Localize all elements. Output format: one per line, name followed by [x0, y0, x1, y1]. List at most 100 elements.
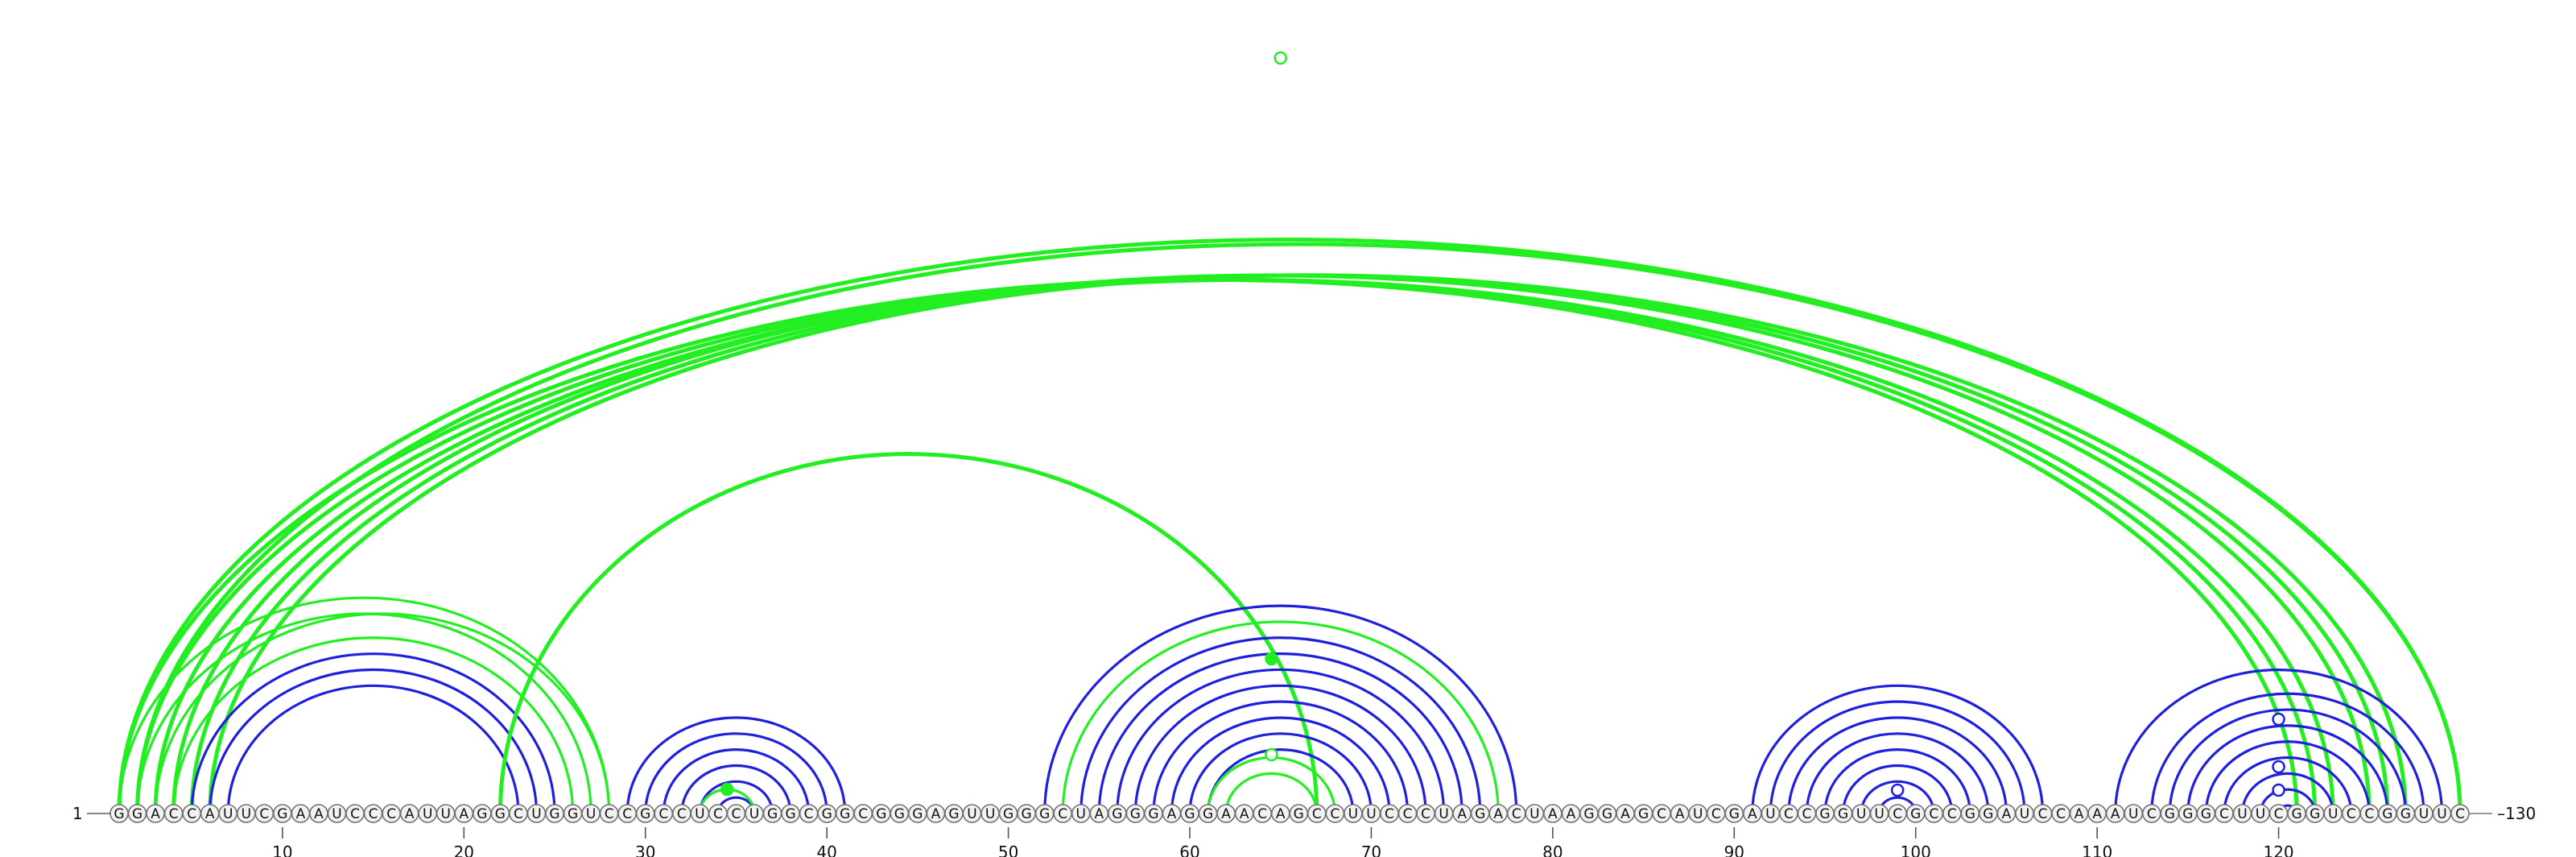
nucleotide-letter: G — [1475, 806, 1485, 822]
nucleotide-letter: G — [114, 806, 124, 822]
nucleotide-letter: U — [2256, 806, 2265, 822]
base-pair-arc — [118, 597, 611, 814]
nucleotide-letter: A — [2002, 806, 2012, 822]
nucleotide-letter: A — [2074, 806, 2084, 822]
nucleotide-letter: C — [1421, 806, 1430, 822]
tick-label: 110 — [2082, 843, 2112, 857]
nucleotide-letter: C — [1711, 806, 1721, 822]
nucleotide-letter: U — [586, 806, 596, 822]
nucleotide-letter: G — [640, 806, 650, 822]
nucleotide-letter: C — [677, 806, 687, 822]
nucleotide-letter: C — [1657, 806, 1666, 822]
base-pair-arc — [1061, 621, 1500, 814]
nucleotide-letter: C — [1512, 806, 1521, 822]
tick-label: 60 — [1179, 843, 1199, 857]
nucleotide-letter: U — [1348, 806, 1358, 822]
nucleotide-letter: G — [568, 806, 578, 822]
nucleotide-letter: G — [1203, 806, 1213, 822]
base-pair-arc — [135, 612, 592, 814]
nucleotide-letter: G — [1184, 806, 1195, 822]
tick-label: 80 — [1542, 843, 1563, 857]
nucleotide-letter: A — [314, 806, 324, 822]
nucleotide-letter: C — [2455, 806, 2465, 822]
base-pair-arc — [1188, 732, 1373, 814]
arc-marker — [2272, 783, 2285, 797]
nucleotide-letter: C — [858, 806, 868, 822]
base-pair-arc — [138, 244, 2460, 814]
nucleotide-letter: C — [2274, 806, 2284, 822]
nucleotide-letter: C — [259, 806, 269, 822]
base-pair-arc — [1787, 716, 2008, 814]
nucleotide-letter: U — [2437, 806, 2446, 822]
nucleotide-letter: U — [2128, 806, 2138, 822]
tick-label: 70 — [1361, 843, 1381, 857]
nucleotide-letter: A — [1548, 806, 1558, 822]
nucleotide-letter: G — [912, 806, 923, 822]
nucleotide-letter: G — [1022, 806, 1032, 822]
nucleotide-letter: U — [2020, 806, 2029, 822]
nucleotide-letter: A — [1167, 806, 1177, 822]
nucleotide-letter: A — [1675, 806, 1685, 822]
nucleotide-letter: U — [2328, 806, 2338, 822]
nucleotide-letter: U — [1439, 806, 1448, 822]
nucleotide-letter: U — [749, 806, 759, 822]
nucleotide-letter: A — [1493, 806, 1503, 822]
base-pair-arc — [1116, 668, 1446, 814]
tick-label: 50 — [998, 843, 1018, 857]
nucleotide-letter: U — [1530, 806, 1539, 822]
arc-marker — [1890, 783, 1905, 797]
nucleotide-letter: A — [1748, 806, 1757, 822]
nucleotide-letter: A — [1221, 806, 1231, 822]
arc-marker — [720, 782, 734, 797]
nucleotide-letter: U — [2419, 806, 2429, 822]
nucleotide-letter: C — [804, 806, 814, 822]
marker-layer — [720, 51, 2285, 797]
nucleotide-circle — [2450, 804, 2470, 823]
base-pair-arc — [1751, 685, 2045, 814]
nucleotide-letter: G — [495, 806, 506, 822]
arc-marker — [2272, 712, 2285, 727]
nucleotide-letter: U — [1693, 806, 1703, 822]
nucleotide-letter: C — [369, 806, 378, 822]
nucleotide-letter: U — [242, 806, 251, 822]
nucleotide-letter: A — [1094, 806, 1104, 822]
base-pair-arc — [1224, 772, 1319, 814]
nucleotide-letter: G — [1148, 806, 1158, 822]
nucleotide-letter: G — [1130, 806, 1141, 822]
nucleotide-letter: U — [1366, 806, 1376, 822]
nucleotide-letter: U — [985, 806, 995, 822]
nucleotide-letter: G — [948, 806, 959, 822]
base-pair-arc — [190, 652, 556, 814]
base-pair-arc — [1043, 604, 1518, 814]
base-pair-arc — [680, 764, 792, 814]
nucleotide-letter: C — [1784, 806, 1794, 822]
nucleotide-letter: G — [2292, 806, 2302, 822]
nucleotide-letter: C — [514, 806, 523, 822]
nucleotide-letter: G — [1729, 806, 1740, 822]
base-pair-arc — [1170, 716, 1391, 814]
nucleotide-letter: C — [658, 806, 668, 822]
nucleotide-letter: G — [1039, 806, 1050, 822]
nucleotide-letter: U — [967, 806, 976, 822]
nucleotide-letter: G — [785, 806, 795, 822]
nucleotide-letter: A — [2092, 806, 2102, 822]
nucleotide-letter: C — [622, 806, 632, 822]
nucleotide-letter: C — [1058, 806, 1067, 822]
nucleotide-letter: A — [1620, 806, 1630, 822]
base-pair-arc — [117, 238, 2462, 814]
nucleotide-letter: C — [1330, 806, 1340, 822]
base-pair-arc — [2223, 756, 2353, 814]
nucleotide-letter: G — [1638, 806, 1649, 822]
base-pair-arc — [1152, 700, 1410, 814]
base-pair-arc — [500, 454, 1316, 814]
tick-label: 100 — [1901, 843, 1931, 857]
arc-marker — [1265, 747, 1278, 762]
nucleotide-letter: C — [1403, 806, 1413, 822]
nucleotide-letter: G — [1003, 806, 1013, 822]
nucleotide-letter: C — [1929, 806, 1938, 822]
base-pair-arc — [138, 279, 2315, 814]
base-pair-arc — [154, 612, 611, 814]
base-pair-arc — [2240, 772, 2334, 814]
base-pair-arc — [2186, 724, 2389, 814]
